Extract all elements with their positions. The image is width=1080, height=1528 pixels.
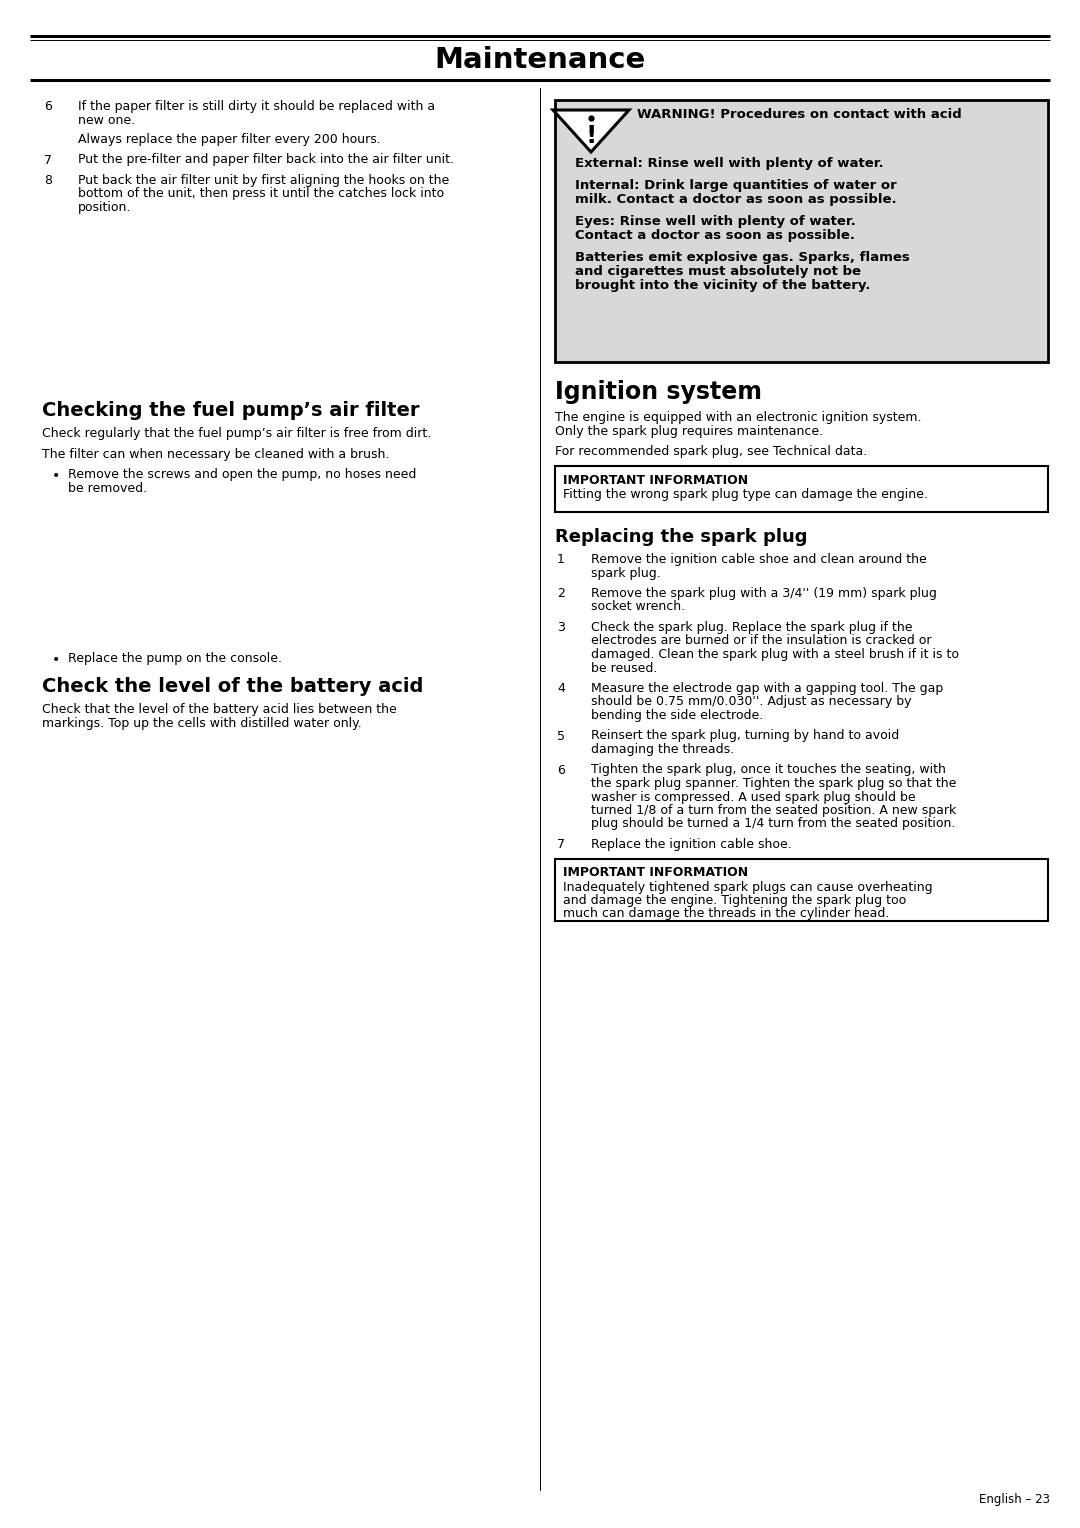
- Text: spark plug.: spark plug.: [591, 567, 661, 579]
- Text: Checking the fuel pump’s air filter: Checking the fuel pump’s air filter: [42, 400, 419, 420]
- Text: Replacing the spark plug: Replacing the spark plug: [555, 527, 808, 545]
- Text: much can damage the threads in the cylinder head.: much can damage the threads in the cylin…: [563, 908, 889, 920]
- Text: Always replace the paper filter every 200 hours.: Always replace the paper filter every 20…: [78, 133, 381, 147]
- Text: 4: 4: [557, 681, 565, 695]
- Text: The filter can when necessary be cleaned with a brush.: The filter can when necessary be cleaned…: [42, 448, 390, 461]
- Text: Remove the spark plug with a 3/4'' (19 mm) spark plug: Remove the spark plug with a 3/4'' (19 m…: [591, 587, 936, 601]
- Text: Only the spark plug requires maintenance.: Only the spark plug requires maintenance…: [555, 425, 823, 439]
- Text: 3: 3: [557, 620, 565, 634]
- Text: 7: 7: [557, 837, 565, 851]
- Text: Put back the air filter unit by first aligning the hooks on the: Put back the air filter unit by first al…: [78, 174, 449, 186]
- Text: If the paper filter is still dirty it should be replaced with a: If the paper filter is still dirty it sh…: [78, 99, 435, 113]
- Text: Check the level of the battery acid: Check the level of the battery acid: [42, 677, 423, 695]
- FancyBboxPatch shape: [555, 99, 1048, 362]
- Text: Measure the electrode gap with a gapping tool. The gap: Measure the electrode gap with a gapping…: [591, 681, 943, 695]
- Text: 6: 6: [557, 764, 565, 776]
- Text: Check the spark plug. Replace the spark plug if the: Check the spark plug. Replace the spark …: [591, 620, 913, 634]
- Text: Internal: Drink large quantities of water or: Internal: Drink large quantities of wate…: [575, 179, 896, 193]
- Text: socket wrench.: socket wrench.: [591, 601, 685, 614]
- Text: 5: 5: [557, 729, 565, 743]
- Text: damaged. Clean the spark plug with a steel brush if it is to: damaged. Clean the spark plug with a ste…: [591, 648, 959, 662]
- Text: •: •: [52, 652, 60, 668]
- Text: washer is compressed. A used spark plug should be: washer is compressed. A used spark plug …: [591, 790, 916, 804]
- Text: position.: position.: [78, 202, 132, 214]
- Text: IMPORTANT INFORMATION: IMPORTANT INFORMATION: [563, 866, 748, 880]
- Text: Replace the pump on the console.: Replace the pump on the console.: [68, 652, 282, 665]
- Text: new one.: new one.: [78, 113, 135, 127]
- Text: be removed.: be removed.: [68, 481, 147, 495]
- FancyBboxPatch shape: [555, 859, 1048, 920]
- Text: Ignition system: Ignition system: [555, 380, 762, 403]
- Text: For recommended spark plug, see Technical data.: For recommended spark plug, see Technica…: [555, 445, 867, 458]
- Text: turned 1/8 of a turn from the seated position. A new spark: turned 1/8 of a turn from the seated pos…: [591, 804, 956, 817]
- Text: WARNING! Procedures on contact with acid: WARNING! Procedures on contact with acid: [637, 108, 962, 121]
- Text: electrodes are burned or if the insulation is cracked or: electrodes are burned or if the insulati…: [591, 634, 931, 648]
- Text: External: Rinse well with plenty of water.: External: Rinse well with plenty of wate…: [575, 157, 883, 170]
- Text: 6: 6: [44, 99, 52, 113]
- Text: damaging the threads.: damaging the threads.: [591, 743, 734, 756]
- Text: Check that the level of the battery acid lies between the: Check that the level of the battery acid…: [42, 703, 396, 717]
- Polygon shape: [553, 110, 629, 151]
- Text: 8: 8: [44, 174, 52, 186]
- Text: the spark plug spanner. Tighten the spark plug so that the: the spark plug spanner. Tighten the spar…: [591, 778, 957, 790]
- Text: Tighten the spark plug, once it touches the seating, with: Tighten the spark plug, once it touches …: [591, 764, 946, 776]
- Text: 2: 2: [557, 587, 565, 601]
- Text: English – 23: English – 23: [978, 1493, 1050, 1507]
- FancyBboxPatch shape: [555, 466, 1048, 512]
- Text: brought into the vicinity of the battery.: brought into the vicinity of the battery…: [575, 280, 870, 292]
- Text: !: !: [585, 124, 596, 148]
- Text: Remove the screws and open the pump, no hoses need: Remove the screws and open the pump, no …: [68, 468, 417, 481]
- Text: and cigarettes must absolutely not be: and cigarettes must absolutely not be: [575, 264, 861, 278]
- Text: 1: 1: [557, 553, 565, 565]
- Text: markings. Top up the cells with distilled water only.: markings. Top up the cells with distille…: [42, 717, 362, 730]
- Text: Put the pre-filter and paper filter back into the air filter unit.: Put the pre-filter and paper filter back…: [78, 153, 454, 167]
- Text: should be 0.75 mm/0.030''. Adjust as necessary by: should be 0.75 mm/0.030''. Adjust as nec…: [591, 695, 912, 709]
- Text: Reinsert the spark plug, turning by hand to avoid: Reinsert the spark plug, turning by hand…: [591, 729, 900, 743]
- Text: bending the side electrode.: bending the side electrode.: [591, 709, 764, 723]
- Text: Eyes: Rinse well with plenty of water.: Eyes: Rinse well with plenty of water.: [575, 215, 855, 228]
- Text: milk. Contact a doctor as soon as possible.: milk. Contact a doctor as soon as possib…: [575, 193, 896, 206]
- Text: Batteries emit explosive gas. Sparks, flames: Batteries emit explosive gas. Sparks, fl…: [575, 251, 909, 264]
- Text: bottom of the unit, then press it until the catches lock into: bottom of the unit, then press it until …: [78, 188, 444, 200]
- Text: and damage the engine. Tightening the spark plug too: and damage the engine. Tightening the sp…: [563, 894, 906, 908]
- Text: Check regularly that the fuel pump’s air filter is free from dirt.: Check regularly that the fuel pump’s air…: [42, 428, 431, 440]
- Text: •: •: [52, 469, 60, 483]
- Text: Maintenance: Maintenance: [434, 46, 646, 73]
- Text: The engine is equipped with an electronic ignition system.: The engine is equipped with an electroni…: [555, 411, 921, 425]
- Text: Fitting the wrong spark plug type can damage the engine.: Fitting the wrong spark plug type can da…: [563, 487, 928, 501]
- Text: plug should be turned a 1/4 turn from the seated position.: plug should be turned a 1/4 turn from th…: [591, 817, 956, 831]
- Text: Remove the ignition cable shoe and clean around the: Remove the ignition cable shoe and clean…: [591, 553, 927, 565]
- Text: be reused.: be reused.: [591, 662, 658, 674]
- Text: Contact a doctor as soon as possible.: Contact a doctor as soon as possible.: [575, 229, 855, 241]
- Text: 7: 7: [44, 153, 52, 167]
- Text: IMPORTANT INFORMATION: IMPORTANT INFORMATION: [563, 474, 748, 487]
- Text: Inadequately tightened spark plugs can cause overheating: Inadequately tightened spark plugs can c…: [563, 880, 933, 894]
- Text: Replace the ignition cable shoe.: Replace the ignition cable shoe.: [591, 837, 792, 851]
